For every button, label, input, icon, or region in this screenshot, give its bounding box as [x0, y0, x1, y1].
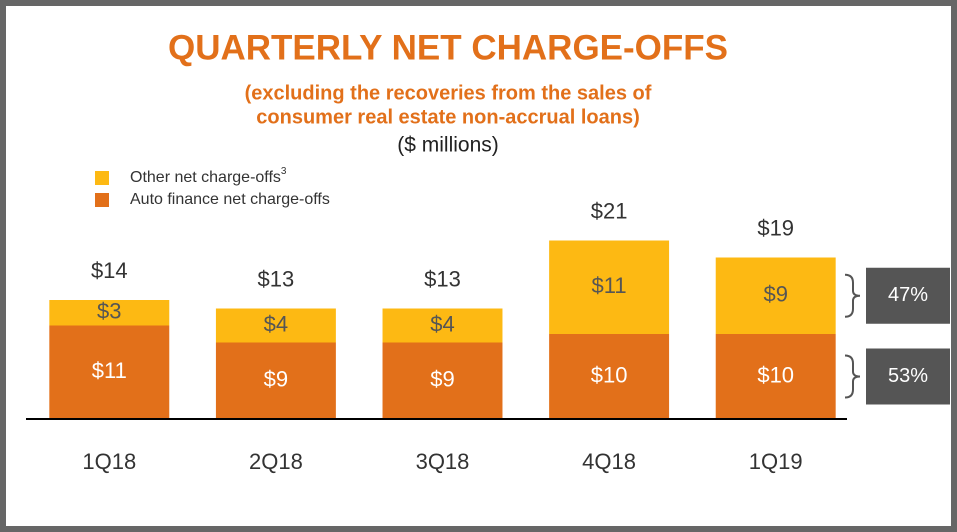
annotation-text: 53%	[888, 365, 928, 387]
total-label: $19	[757, 215, 794, 240]
annotation-box	[866, 348, 950, 405]
brace	[844, 354, 861, 399]
unit-note: ($ millions)	[397, 134, 499, 157]
bar-segment	[382, 308, 503, 343]
x-tick-label: 1Q18	[82, 449, 136, 474]
chart-subtitle: consumer real estate non-accrual loans)	[256, 106, 639, 128]
data-label: $11	[592, 273, 627, 298]
legend-text: Auto finance net charge-offs	[130, 191, 330, 208]
bar-segment	[49, 300, 170, 326]
bar-segment	[715, 257, 836, 334]
x-tick-label: 3Q18	[416, 449, 470, 474]
data-label: $10	[757, 362, 794, 387]
data-label: $9	[430, 367, 454, 392]
x-tick-label: 1Q19	[749, 449, 803, 474]
annotation-box	[866, 267, 950, 324]
data-label: $4	[430, 311, 454, 336]
bar-segment	[715, 334, 836, 419]
data-label: $11	[92, 358, 127, 383]
total-label: $21	[591, 198, 628, 223]
total-label: $13	[424, 266, 461, 291]
data-label: $9	[763, 282, 787, 307]
x-tick-label: 4Q18	[582, 449, 636, 474]
data-label: $10	[591, 362, 628, 387]
legend-text: Other net charge-offs	[130, 169, 281, 186]
legend-swatch	[95, 171, 109, 185]
bar-segment	[549, 240, 670, 334]
x-tick-label: 2Q18	[249, 449, 303, 474]
bar-segment	[215, 342, 336, 419]
total-label: $13	[258, 266, 295, 291]
bar-segment	[549, 334, 670, 419]
data-label: $4	[264, 311, 288, 336]
total-label: $14	[91, 258, 128, 283]
brace	[844, 273, 861, 318]
legend-label: Other net charge-offs3	[130, 166, 287, 187]
annotation-text: 47%	[888, 284, 928, 306]
chart-subtitle: (excluding the recoveries from the sales…	[245, 82, 652, 104]
data-label: $9	[264, 367, 288, 392]
chart-title: QUARTERLY NET CHARGE-OFFS	[168, 28, 728, 67]
legend-label: Auto finance net charge-offs	[130, 191, 330, 208]
data-label: $3	[97, 299, 121, 324]
bar-segment	[49, 325, 170, 419]
legend-swatch	[95, 193, 109, 207]
legend-footnote: 3	[281, 166, 287, 177]
bar-segment	[215, 308, 336, 343]
bar-segment	[382, 342, 503, 419]
